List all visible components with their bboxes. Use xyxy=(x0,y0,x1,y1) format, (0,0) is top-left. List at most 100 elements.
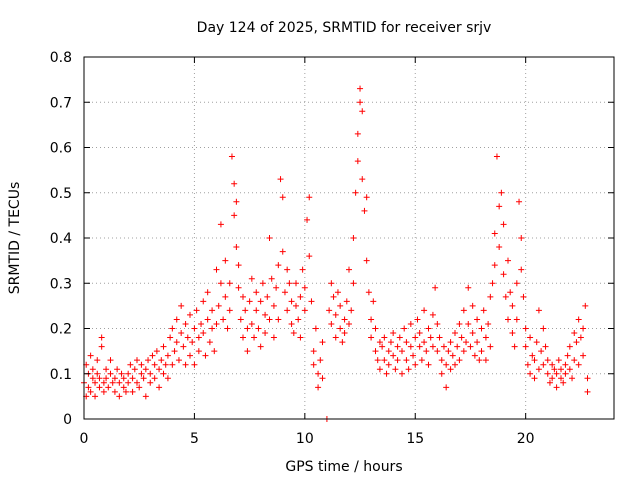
data-point xyxy=(98,334,105,341)
data-point xyxy=(255,325,262,332)
data-point xyxy=(531,375,538,382)
data-point xyxy=(562,370,569,377)
data-point xyxy=(217,280,224,287)
data-point xyxy=(396,334,403,341)
data-point xyxy=(544,357,551,364)
data-point xyxy=(376,339,383,346)
data-point xyxy=(509,302,516,309)
data-point xyxy=(500,221,507,228)
data-point xyxy=(125,370,132,377)
axis-ticks: 0 0.1 0.2 0.3 0.4 0.5 0.6 0.7 0.8 0 5 10 15 20 xyxy=(50,50,614,447)
data-point xyxy=(449,352,456,359)
data-points xyxy=(81,85,591,422)
data-point xyxy=(538,348,545,355)
data-point xyxy=(87,388,94,395)
data-point xyxy=(390,330,397,337)
data-point xyxy=(189,339,196,346)
data-point xyxy=(284,307,291,314)
data-point xyxy=(575,316,582,323)
data-point xyxy=(107,357,114,364)
data-point xyxy=(330,293,337,300)
data-point xyxy=(383,370,390,377)
data-point xyxy=(438,357,445,364)
data-point xyxy=(120,384,127,391)
grid xyxy=(84,57,614,419)
data-point xyxy=(277,176,284,183)
data-point xyxy=(89,375,96,382)
data-point xyxy=(319,375,326,382)
data-point xyxy=(297,334,304,341)
data-point xyxy=(555,357,562,364)
data-point xyxy=(332,311,339,318)
y-tick-label: 0.3 xyxy=(50,276,72,292)
data-point xyxy=(482,334,489,341)
data-point xyxy=(487,293,494,300)
data-point xyxy=(206,339,213,346)
data-point xyxy=(295,316,302,323)
data-point xyxy=(200,298,207,305)
data-point xyxy=(100,388,107,395)
data-point xyxy=(149,352,156,359)
data-point xyxy=(240,293,246,300)
data-point xyxy=(489,280,496,287)
data-point xyxy=(233,244,240,251)
data-point xyxy=(134,357,140,364)
data-point xyxy=(544,370,551,377)
data-point xyxy=(416,343,423,350)
data-point xyxy=(427,334,434,341)
data-point xyxy=(341,316,348,323)
data-point xyxy=(299,266,306,273)
data-point xyxy=(273,284,280,291)
data-point xyxy=(350,235,357,241)
data-point xyxy=(275,262,282,269)
data-point xyxy=(434,320,441,327)
data-point xyxy=(127,361,134,368)
data-point xyxy=(447,339,454,346)
data-point xyxy=(306,253,313,260)
data-point xyxy=(381,334,388,341)
data-point xyxy=(116,393,123,400)
data-point xyxy=(412,334,419,341)
data-point xyxy=(175,357,182,364)
data-point xyxy=(100,379,107,386)
x-tick-label: 20 xyxy=(517,431,535,447)
data-point xyxy=(242,307,249,314)
data-point xyxy=(533,339,540,346)
data-point xyxy=(432,284,439,291)
data-point xyxy=(564,352,571,359)
data-point xyxy=(94,370,101,377)
data-point xyxy=(456,320,463,327)
data-point xyxy=(546,379,553,386)
data-point xyxy=(96,375,103,382)
data-point xyxy=(310,361,317,368)
data-point xyxy=(535,307,542,314)
data-point xyxy=(407,343,414,350)
data-point xyxy=(516,198,523,205)
data-point xyxy=(540,325,547,332)
data-point xyxy=(354,130,361,137)
data-point xyxy=(493,153,500,160)
data-point xyxy=(138,370,145,377)
data-point xyxy=(187,311,193,318)
data-point xyxy=(580,325,587,332)
y-tick-label: 0.2 xyxy=(50,322,72,338)
data-point xyxy=(178,302,185,309)
data-point xyxy=(147,379,154,386)
data-point xyxy=(248,320,255,327)
data-point xyxy=(474,339,481,346)
data-point xyxy=(416,330,423,337)
data-point xyxy=(147,370,154,377)
data-point xyxy=(399,370,405,377)
data-point xyxy=(233,198,240,205)
data-point xyxy=(213,320,220,327)
data-point xyxy=(359,108,366,115)
data-point xyxy=(392,366,399,373)
data-point xyxy=(279,248,286,255)
data-point xyxy=(429,343,436,350)
data-point xyxy=(443,361,450,368)
data-point xyxy=(405,366,412,373)
data-point xyxy=(134,379,140,386)
data-point xyxy=(180,343,187,350)
data-point xyxy=(337,325,344,332)
data-point xyxy=(580,352,587,359)
